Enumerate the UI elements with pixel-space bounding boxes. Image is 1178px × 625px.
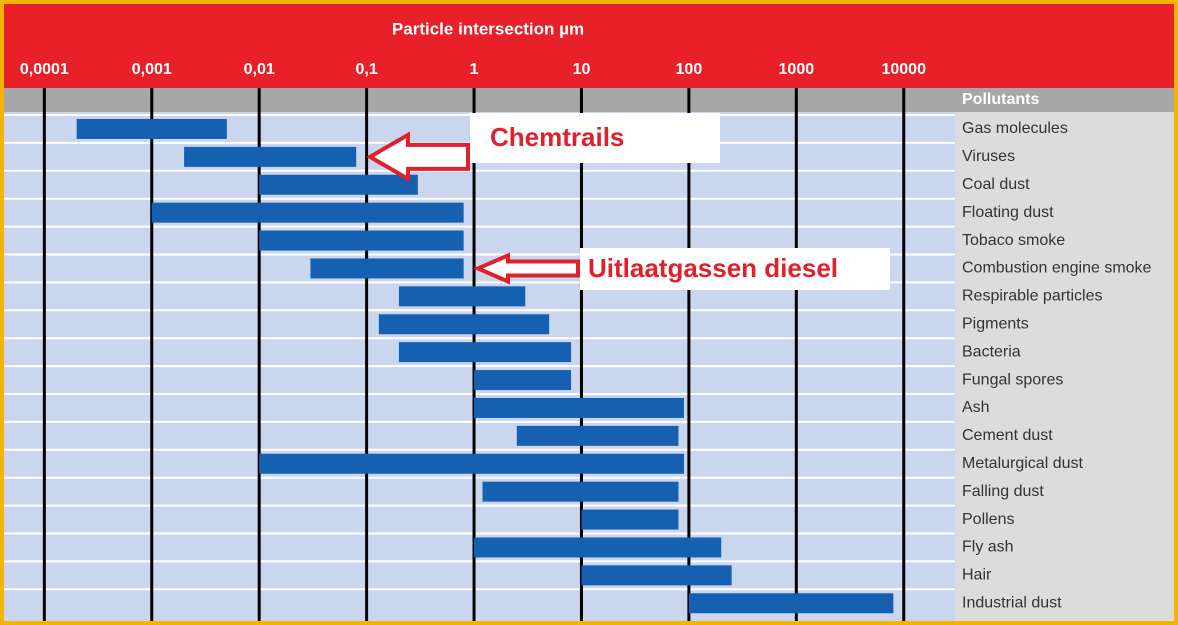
bar (398, 286, 526, 307)
x-tick-label: 0,1 (355, 61, 377, 78)
annotation-text: Uitlaatgassen diesel (588, 253, 838, 283)
annotation-text: Chemtrails (490, 122, 624, 152)
category-label: Metalurgical dust (962, 455, 1084, 472)
x-tick-label: 0,01 (244, 61, 275, 78)
annotation-arrow (366, 131, 470, 183)
bar (581, 565, 732, 586)
category-label: Combustion engine smoke (962, 260, 1152, 277)
category-label: Respirable particles (962, 288, 1103, 305)
x-tick-label: 0,001 (132, 61, 172, 78)
category-label: Pollens (962, 511, 1014, 528)
x-tick-label: 1 (470, 61, 479, 78)
x-tick-label: 10000 (881, 61, 926, 78)
bar (76, 118, 227, 139)
header-row (4, 88, 1174, 112)
annotation-box (470, 113, 720, 163)
category-label: Viruses (962, 148, 1015, 165)
category-label: Hair (962, 567, 992, 584)
category-label: Tobaco smoke (962, 232, 1065, 249)
x-tick-label: 1000 (779, 61, 815, 78)
bar (310, 258, 464, 279)
bar (259, 174, 418, 195)
chart-title: Particle intersection µm (392, 19, 584, 38)
x-tick-label: 0,0001 (20, 61, 69, 78)
category-label: Industrial dust (962, 594, 1062, 611)
bar (184, 146, 357, 167)
bar (259, 230, 464, 251)
category-label: Ash (962, 399, 990, 416)
category-label: Falling dust (962, 483, 1044, 500)
bar (482, 481, 679, 502)
x-tick-label: 10 (573, 61, 591, 78)
x-tick-label: 100 (676, 61, 703, 78)
annotation-arrow (472, 252, 580, 285)
bar (474, 370, 572, 391)
bar (378, 314, 550, 335)
category-label: Cement dust (962, 427, 1053, 444)
category-label: Coal dust (962, 176, 1030, 193)
category-label: Fungal spores (962, 371, 1063, 388)
bar (151, 202, 464, 223)
label-column (955, 112, 1174, 621)
bar (581, 509, 679, 530)
bar (474, 397, 684, 418)
bar (688, 593, 894, 614)
category-label: Gas molecules (962, 120, 1068, 137)
bar (474, 537, 722, 558)
bar (516, 425, 679, 446)
category-label: Fly ash (962, 539, 1014, 556)
category-label: Floating dust (962, 204, 1054, 221)
category-label: Bacteria (962, 343, 1021, 360)
bar (259, 453, 684, 474)
annotation-box (580, 248, 890, 290)
category-label: Pigments (962, 315, 1029, 332)
bar (398, 342, 572, 363)
header-band (4, 4, 1174, 88)
category-header: Pollutants (962, 91, 1039, 108)
